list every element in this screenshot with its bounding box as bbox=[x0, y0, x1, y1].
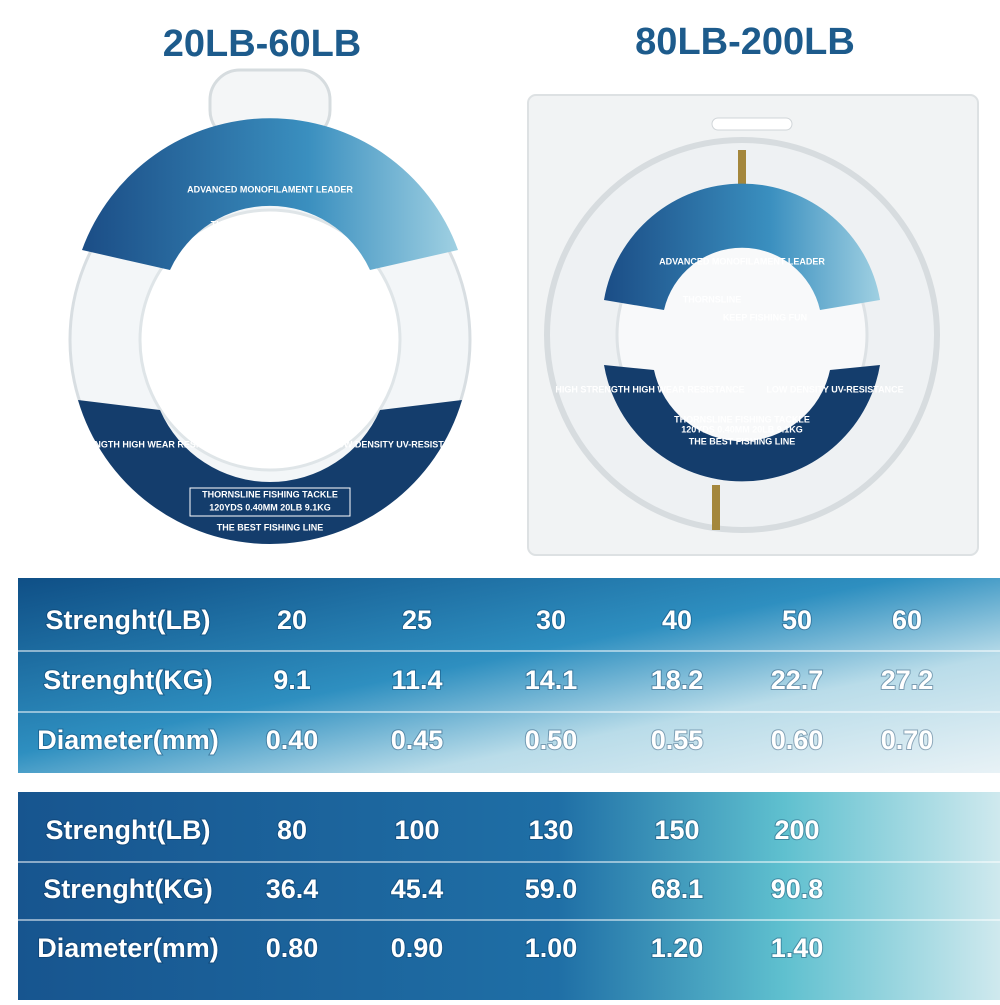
table-cell: 20 bbox=[277, 605, 307, 635]
label-text: HIGH STRENGTH HIGH WEAR RESISTANCE bbox=[555, 384, 744, 394]
label-text: 120YDS 0.40MM 20LB 9.1KG bbox=[681, 424, 803, 434]
table-cell: 0.45 bbox=[391, 725, 444, 755]
table-cell: 200 bbox=[774, 815, 819, 845]
heading: 20LB-60LB bbox=[163, 23, 362, 65]
table-cell: 11.4 bbox=[391, 665, 442, 695]
label-text: LOW DENSITY UV-RESISTANCE bbox=[331, 439, 468, 449]
label-text: ADVANCED MONOFILAMENT LEADER bbox=[187, 184, 353, 194]
label-text: THORNSLINE FISHING TACKLE bbox=[674, 414, 810, 424]
table-cell: 1.20 bbox=[651, 933, 704, 963]
table-cell: 1.40 bbox=[771, 933, 824, 963]
table-cell: 30 bbox=[536, 605, 566, 635]
table-cell: 0.70 bbox=[881, 725, 934, 755]
table-cell: 27.2 bbox=[881, 665, 934, 695]
label-text: KEEP FISHING FUN bbox=[258, 239, 342, 249]
table-cell: 0.90 bbox=[391, 933, 444, 963]
table-cell: 90.8 bbox=[771, 874, 824, 904]
label-text: THORNSLINE FISHING TACKLE bbox=[202, 489, 338, 499]
table-cell: 25 bbox=[402, 605, 432, 635]
table-background bbox=[18, 792, 1000, 1000]
row-header: Strenght(LB) bbox=[46, 605, 211, 635]
row-header: Strenght(LB) bbox=[46, 815, 211, 845]
table-cell: 0.40 bbox=[266, 725, 319, 755]
label-text: HIGH STRENGTH HIGH WEAR RESISTANCE bbox=[45, 439, 234, 449]
table-cell: 60 bbox=[892, 605, 922, 635]
table-cell: 80 bbox=[277, 815, 307, 845]
table-cell: 18.2 bbox=[651, 665, 704, 695]
table-cell: 9.1 bbox=[273, 665, 311, 695]
label-text: THE BEST FISHING LINE bbox=[217, 522, 324, 532]
label-text: THORNSLINE bbox=[211, 219, 270, 229]
table-cell: 100 bbox=[394, 815, 439, 845]
table-cell: 68.1 bbox=[651, 874, 704, 904]
table-cell: 150 bbox=[654, 815, 699, 845]
table-cell: 0.50 bbox=[525, 725, 578, 755]
row-header: Strenght(KG) bbox=[43, 874, 212, 904]
label-text: KEEP FISHING FUN bbox=[723, 312, 807, 322]
table-cell: 1.00 bbox=[525, 933, 578, 963]
row-header: Diameter(mm) bbox=[37, 725, 219, 755]
table-background bbox=[18, 578, 1000, 773]
table-cell: 0.80 bbox=[266, 933, 319, 963]
label-text: THORNSLINE bbox=[683, 294, 742, 304]
table-cell: 0.60 bbox=[771, 725, 824, 755]
label-text: ADVANCED MONOFILAMENT LEADER bbox=[659, 256, 825, 266]
label-text: LOW DENSITY UV-RESISTANCE bbox=[766, 384, 903, 394]
spool-image: ADVANCED MONOFILAMENT LEADER THORNSLINE … bbox=[45, 68, 472, 544]
label-text: THE BEST FISHING LINE bbox=[689, 436, 796, 446]
table-cell: 0.55 bbox=[651, 725, 704, 755]
table-cell: 36.4 bbox=[266, 874, 319, 904]
label-text: 120YDS 0.40MM 20LB 9.1KG bbox=[209, 502, 331, 512]
row-header: Strenght(KG) bbox=[43, 665, 212, 695]
table-cell: 50 bbox=[782, 605, 812, 635]
bag-image: ADVANCED MONOFILAMENT LEADER THORNSLINE … bbox=[527, 94, 979, 556]
table-cell: 130 bbox=[528, 815, 573, 845]
table-cell: 40 bbox=[662, 605, 692, 635]
table-cell: 59.0 bbox=[525, 874, 578, 904]
table-cell: 45.4 bbox=[391, 874, 444, 904]
table-cell: 14.1 bbox=[525, 665, 578, 695]
row-header: Diameter(mm) bbox=[37, 933, 219, 963]
heading: 80LB-200LB bbox=[635, 21, 855, 63]
table-cell: 22.7 bbox=[771, 665, 824, 695]
